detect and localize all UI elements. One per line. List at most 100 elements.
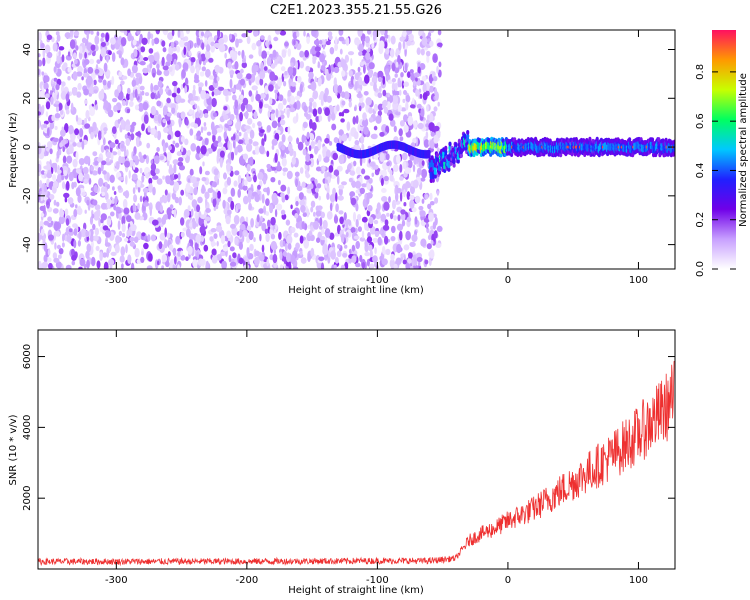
heatmap-cell	[121, 233, 126, 238]
heatmap-cell	[101, 191, 106, 197]
heatmap-cell	[226, 209, 232, 215]
heatmap-cell	[271, 138, 278, 146]
heatmap-cell	[280, 66, 286, 72]
heatmap-cell	[102, 225, 109, 231]
heatmap-cell	[296, 30, 300, 38]
heatmap-cell	[148, 177, 153, 185]
heatmap-cell	[236, 144, 243, 153]
heatmap-cell	[38, 32, 42, 41]
heatmap-cell	[60, 90, 67, 100]
heatmap-cell	[420, 108, 425, 117]
heatmap-cell	[157, 114, 162, 124]
heatmap-cell	[282, 98, 287, 106]
spectrogram-x-tick-label: -200	[236, 275, 259, 286]
snr-ticks: -300 -200 -100 0 100 2000 4000 6000	[22, 330, 675, 586]
heatmap-cell	[368, 177, 373, 184]
heatmap-cell	[38, 103, 41, 108]
heatmap-cell	[150, 159, 154, 165]
heatmap-cell	[56, 169, 62, 175]
heatmap-cell	[403, 81, 410, 87]
heatmap-cell	[387, 79, 393, 84]
heatmap-cell	[312, 90, 319, 100]
heatmap-cell	[411, 234, 418, 243]
heatmap-cell	[89, 58, 95, 65]
heatmap-cell	[337, 244, 341, 249]
heatmap-cell	[79, 258, 86, 267]
heatmap-cell	[232, 94, 237, 101]
heatmap-cell	[81, 76, 84, 81]
heatmap-cell	[216, 240, 219, 247]
heatmap-cell	[300, 205, 306, 213]
heatmap-cell	[234, 237, 239, 246]
snr-y-tick-label: 4000	[22, 415, 33, 440]
heatmap-cell	[385, 47, 390, 55]
heatmap-cell	[276, 203, 283, 211]
heatmap-cell	[355, 166, 362, 175]
heatmap-cell	[413, 257, 417, 267]
heatmap-cell	[357, 30, 363, 37]
heatmap-cell	[466, 130, 470, 135]
heatmap-cell	[266, 150, 270, 157]
heatmap-cell	[434, 216, 438, 226]
heatmap-cell	[377, 236, 382, 246]
heatmap-cell	[200, 89, 207, 100]
heatmap-cell	[290, 204, 293, 210]
heatmap-cell	[320, 211, 326, 219]
heatmap-cell	[173, 58, 177, 65]
heatmap-cell	[142, 67, 149, 74]
heatmap-cell	[146, 265, 153, 269]
heatmap-cell	[86, 259, 90, 269]
heatmap-cell	[141, 123, 145, 132]
heatmap-cell	[286, 170, 293, 180]
heatmap-cell	[180, 111, 186, 120]
heatmap-cell	[344, 244, 348, 249]
heatmap-cell	[251, 42, 257, 51]
spectrogram-x-tick-label: 0	[505, 275, 511, 286]
heatmap-cell	[91, 213, 95, 219]
heatmap-cell	[254, 250, 260, 257]
heatmap-cell	[89, 234, 94, 242]
heatmap-cell	[393, 125, 397, 133]
heatmap-cell	[408, 252, 413, 259]
heatmap-cell	[43, 220, 50, 226]
heatmap-cell	[75, 114, 79, 122]
heatmap-cell	[150, 234, 156, 242]
heatmap-cell	[266, 167, 272, 172]
heatmap-cell	[368, 107, 373, 114]
heatmap-cell	[52, 208, 59, 214]
heatmap-cell	[114, 89, 119, 98]
heatmap-cell	[90, 256, 96, 267]
heatmap-cell	[287, 243, 292, 250]
heatmap-cell	[85, 230, 90, 237]
heatmap-cell	[354, 180, 362, 189]
heatmap-cell	[238, 257, 244, 265]
heatmap-cell	[261, 244, 265, 253]
heatmap-cell	[127, 68, 131, 77]
heatmap-cell	[286, 108, 290, 119]
snr-series-line	[38, 360, 675, 567]
heatmap-cell	[258, 48, 262, 57]
heatmap-cell	[428, 122, 435, 132]
heatmap-cell	[149, 206, 152, 217]
heatmap-cell	[169, 261, 174, 269]
heatmap-cell	[420, 177, 426, 182]
heatmap-cell	[310, 81, 317, 91]
heatmap-cell	[444, 149, 448, 155]
heatmap-cell	[38, 232, 42, 242]
heatmap-cell	[261, 50, 268, 60]
heatmap-cell	[58, 248, 64, 255]
heatmap-cell	[234, 170, 240, 176]
heatmap-cell	[55, 261, 62, 269]
heatmap-cell	[379, 131, 385, 137]
heatmap-cell	[628, 137, 632, 143]
heatmap-cell	[374, 247, 377, 255]
heatmap-cell	[433, 106, 438, 112]
heatmap-cell	[49, 194, 55, 200]
heatmap-cell	[213, 168, 219, 176]
heatmap-cell	[398, 41, 402, 51]
heatmap-cell	[396, 223, 404, 231]
heatmap-cell	[328, 165, 334, 173]
heatmap-cell	[44, 44, 51, 55]
heatmap-cell	[317, 139, 322, 150]
heatmap-cell	[230, 151, 235, 159]
